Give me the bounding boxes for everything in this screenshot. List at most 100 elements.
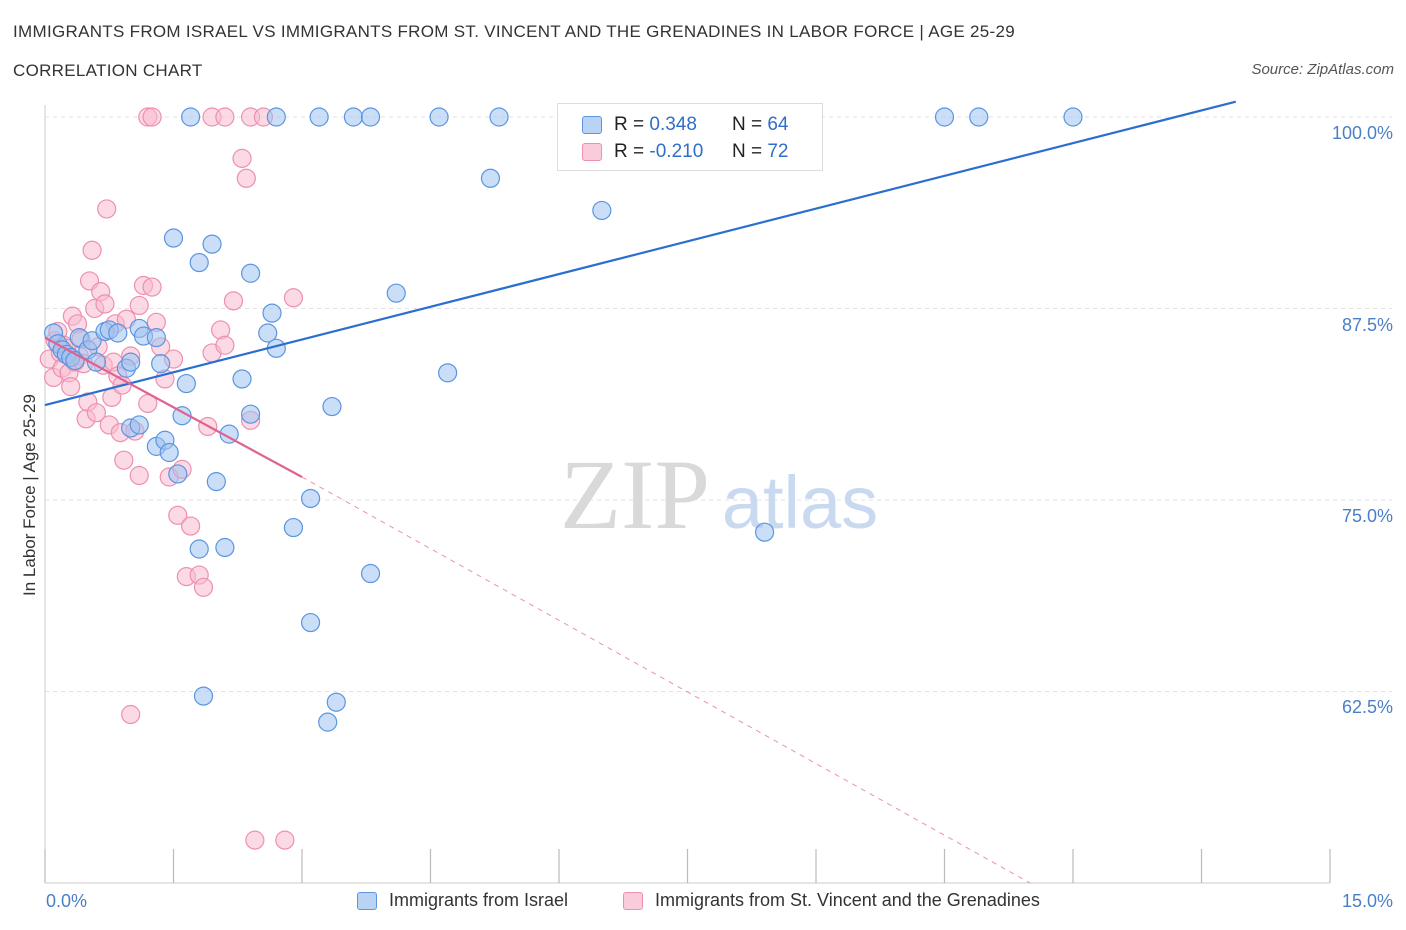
y-tick-75: 75.0% [1341,506,1393,526]
point-israel-29 [202,234,222,254]
legend-row-israel: R = 0.348 N = 64 [582,113,788,137]
point-svg-42 [142,277,162,297]
point-israel-61 [934,107,955,127]
trend-line-svg-dashed [301,476,1031,884]
point-israel-45 [326,692,346,712]
point-svg-56 [215,335,235,355]
point-israel-34 [232,369,252,389]
series-israel-points [43,107,1083,732]
point-israel-50 [592,200,612,221]
watermark-atlas: atlas [722,461,878,544]
x-tick-max: 15.0% [1341,891,1393,911]
point-svg-34 [114,450,134,470]
point-israel-28 [189,252,209,273]
point-israel-44 [322,396,342,417]
point-svg-50 [181,516,201,536]
point-svg-58 [232,148,252,168]
legend-label-israel: Immigrants from Israel [389,890,569,910]
legend-swatch-israel [357,891,377,910]
watermark-zip: ZIP [560,439,710,550]
point-israel-26 [176,373,196,394]
point-svg-61 [283,288,304,308]
point-svg-9 [61,377,81,397]
point-israel-53 [181,107,201,127]
legend-row-svg: R = -0.210 N = 72 [582,140,788,164]
israel-n-value: 64 [767,114,789,135]
point-israel-56 [343,107,363,127]
point-svg-47 [168,505,188,525]
point-israel-32 [206,472,226,492]
point-israel-31 [215,537,235,558]
point-israel-42 [300,488,321,509]
point-israel-51 [754,522,775,542]
point-israel-54 [266,107,286,127]
svg-r-value: -0.210 [649,141,704,162]
point-israel-58 [429,107,449,127]
point-israel-9 [86,352,107,372]
point-israel-55 [309,107,329,127]
legend-item-svg[interactable]: Immigrants from St. Vincent and the Gren… [623,890,1040,911]
trend-line-israel [44,100,1237,407]
point-svg-39 [129,295,149,316]
svg-n-label: N = [731,141,763,162]
point-israel-46 [360,563,381,584]
point-israel-52 [193,686,214,706]
point-israel-30 [189,539,209,559]
point-israel-38 [262,303,282,323]
point-israel-62 [969,107,989,127]
israel-n-label: N = [731,114,763,135]
point-israel-63 [1063,107,1083,127]
point-israel-35 [241,404,261,424]
y-tick-62-5: 62.5% [1341,697,1393,717]
point-svg-21 [86,403,107,423]
point-israel-41 [300,612,321,633]
point-israel-18 [151,354,171,374]
correlation-legend: R = 0.348 N = 64 R = -0.210 N = 72 [557,103,823,171]
point-israel-27 [163,228,184,248]
point-israel-43 [318,712,338,732]
x-tick-min: 0.0% [46,891,88,911]
point-svg-25 [95,294,115,314]
point-israel-23 [159,442,179,463]
point-israel-49 [480,168,501,188]
point-israel-36 [241,263,261,283]
point-svg-66 [142,107,162,127]
svg-n-value: 72 [767,141,789,162]
point-svg-52 [193,577,214,597]
legend-swatch-svg [623,891,643,910]
y-tick-100: 100.0% [1331,123,1393,143]
point-israel-12 [108,323,128,343]
point-israel-37 [258,323,278,343]
point-svg-19 [82,240,102,260]
axes [44,105,1331,884]
israel-swatch [582,116,602,134]
point-israel-47 [386,283,406,303]
chart-title: IMMIGRANTS FROM ISRAEL VS IMMIGRANTS FRO… [13,22,1016,41]
y-tick-87-5: 87.5% [1341,315,1393,335]
source-label: Source: ZipAtlas.com [1251,61,1394,78]
chart-subtitle: CORRELATION CHART [13,61,203,80]
svg-swatch [582,143,602,161]
point-svg-62 [121,704,141,725]
point-svg-63 [245,830,265,850]
israel-r-label: R = [614,114,645,135]
point-israel-59 [489,107,509,127]
point-israel-33 [219,424,239,444]
gridlines [45,116,1392,692]
point-israel-14 [121,352,141,372]
point-svg-68 [215,107,235,127]
point-israel-40 [283,517,304,538]
legend-item-israel[interactable]: Immigrants from Israel [357,890,568,911]
point-svg-57 [223,291,244,311]
point-svg-38 [129,465,149,486]
point-svg-59 [236,168,256,188]
point-israel-24 [168,464,188,484]
point-israel-48 [438,363,458,383]
israel-r-value: 0.348 [649,114,697,135]
legend-label-svg: Immigrants from St. Vincent and the Gren… [655,890,1040,910]
point-israel-17 [146,328,166,348]
point-israel-57 [360,107,381,127]
trend-lines [44,100,1237,884]
watermark: ZIP atlas [560,439,878,550]
